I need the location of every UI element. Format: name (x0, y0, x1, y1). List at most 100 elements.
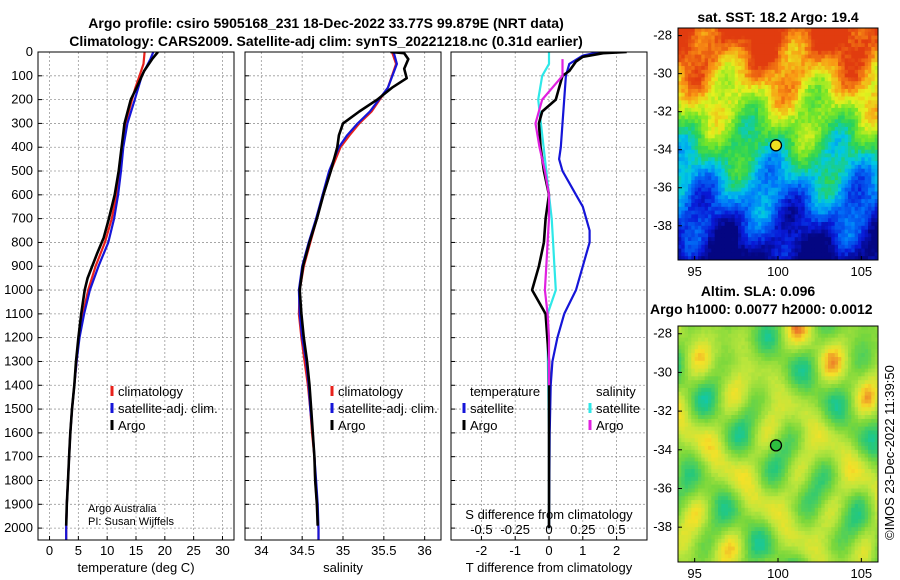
map-cell (678, 256, 682, 260)
map-cell (851, 164, 856, 170)
map-cell (794, 241, 799, 246)
map-cell (834, 203, 839, 208)
map-cell (801, 81, 806, 86)
map-cell (784, 203, 789, 208)
map-cell (704, 164, 709, 170)
map-cell (708, 538, 712, 544)
map-cell (724, 119, 729, 124)
map-cell (861, 149, 866, 155)
map-cell (791, 161, 796, 166)
map-cell (851, 88, 856, 94)
map-cell (851, 225, 856, 231)
map-cell (698, 225, 702, 231)
map-cell (774, 191, 779, 196)
map-cell (681, 442, 686, 447)
map-cell (698, 442, 702, 447)
map-cell (831, 233, 836, 238)
map-cell (764, 183, 769, 189)
map-cell (858, 183, 862, 189)
map-cell (808, 142, 812, 147)
map-cell (841, 28, 846, 33)
map-cell (798, 222, 802, 227)
map-cell (834, 50, 839, 56)
map-cell (841, 176, 846, 181)
map-cell (698, 77, 702, 82)
map-cell (788, 69, 792, 75)
map-cell (694, 546, 699, 551)
map-cell (764, 203, 769, 208)
map-cell (754, 111, 759, 117)
map-cell (828, 145, 832, 151)
map-cell (821, 145, 826, 151)
map-cell (738, 225, 742, 231)
map-cell (751, 172, 756, 177)
map-cell (808, 134, 812, 139)
map-cell (871, 172, 876, 177)
map-cell (828, 134, 832, 139)
map-cell (794, 43, 799, 48)
map-cell (751, 107, 756, 113)
map-cell (868, 85, 872, 90)
map-cell (801, 233, 806, 238)
map-cell (721, 345, 726, 350)
map-cell (841, 237, 846, 242)
map-cell (698, 187, 702, 193)
map-cell (834, 248, 839, 253)
map-cell (711, 85, 716, 90)
map-cell (838, 195, 842, 200)
map-cell (691, 515, 696, 521)
map-cell (694, 176, 699, 181)
map-cell (678, 357, 682, 362)
map-cell (788, 199, 792, 204)
map-cell (684, 449, 689, 455)
map-cell (861, 153, 866, 158)
map-cell (721, 104, 726, 109)
map-cell (784, 28, 789, 33)
map-cell (728, 531, 732, 536)
map-cell (708, 229, 712, 234)
map-cell (854, 157, 859, 162)
map-cell (688, 376, 692, 381)
map-cell (754, 31, 759, 37)
map-cell (698, 507, 702, 513)
map-cell (784, 119, 789, 124)
map-cell (874, 96, 878, 101)
map-cell (804, 138, 809, 143)
map-cell (768, 43, 772, 48)
map-cell (834, 191, 839, 196)
map-cell (761, 73, 766, 78)
series-line-argo (298, 52, 410, 526)
map-cell (828, 39, 832, 44)
map-cell (838, 206, 842, 212)
map-cell (688, 353, 692, 358)
map-cell (771, 130, 776, 136)
map-cell (731, 484, 736, 490)
map-cell (781, 28, 786, 33)
map-cell (804, 134, 809, 139)
map-cell (704, 341, 709, 346)
map-cell (738, 195, 742, 200)
map-cell (681, 469, 686, 474)
map-cell (814, 222, 819, 227)
map-cell (678, 376, 682, 381)
map-cell (871, 191, 876, 196)
map-cell (791, 115, 796, 120)
map-cell (721, 519, 726, 524)
map-cell (784, 123, 789, 128)
map-cell (701, 85, 706, 90)
map-cell (811, 47, 816, 52)
map-cell (854, 149, 859, 155)
map-cell (701, 54, 706, 59)
map-cell (681, 92, 686, 98)
map-cell (801, 225, 806, 231)
map-cell (724, 28, 729, 33)
map-cell (841, 62, 846, 67)
map-cell (724, 507, 729, 513)
map-cell (681, 426, 686, 432)
map-cell (848, 157, 852, 162)
map-cell (711, 203, 716, 208)
map-cell (808, 111, 812, 117)
map-cell (868, 233, 872, 238)
map-cell (831, 210, 836, 215)
map-cell (701, 407, 706, 412)
